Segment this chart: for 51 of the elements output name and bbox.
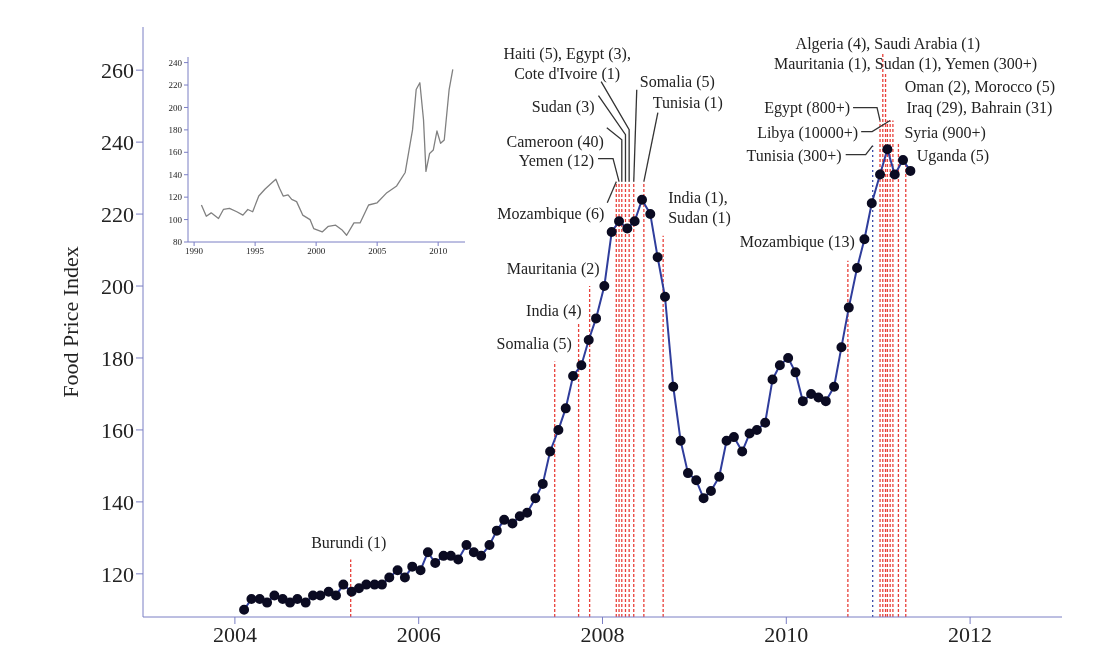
annotation: Mozambique (13) [739,232,855,251]
y-tick-label: 220 [168,80,183,91]
y-tick-label: 200 [101,273,134,299]
y-axis-title: Food Price Index [58,246,83,398]
x-tick-label: 2000 [307,246,326,257]
annotation: Yemen (12) [518,151,595,170]
y-tick-label: 100 [168,214,183,225]
annotation: Tunisia (1) [652,93,723,112]
annotation: Somalia (5) [639,72,715,91]
x-tick-label: 1995 [246,246,265,257]
x-tick-label: 2006 [396,621,441,647]
annotation: Mauritania (2) [506,259,600,278]
y-tick-label: 180 [101,345,134,371]
annotation: Haiti (5), Egypt (3), Cote d'Ivoire (1) [503,44,631,83]
y-tick-label: 160 [168,147,183,158]
y-tick-label: 120 [101,561,134,587]
y-tick-label: 220 [101,201,134,227]
annotation: Tunisia (300+) [746,146,842,165]
annotation: Iraq (29), Bahrain (31) [906,98,1053,117]
y-tick-label: 240 [168,57,183,68]
x-tick-label: 2010 [429,246,448,257]
y-tick-label: 160 [101,417,134,443]
y-tick-label: 80 [173,237,183,248]
x-tick-label: 2010 [764,621,809,647]
x-tick-label: 2005 [368,246,387,257]
annotation: Oman (2), Morocco (5) [904,77,1055,96]
line-series [200,68,454,236]
x-tick-label: 2008 [580,621,625,647]
y-tick-label: 140 [101,489,134,515]
y-tick-label: 200 [168,102,183,113]
annotation: India (4) [526,301,582,320]
y-tick-label: 260 [101,57,134,83]
annotation: Somalia (5) [496,334,572,353]
annotation: Algeria (4), Saudi Arabia (1) [795,34,980,53]
annotation: Sudan (3) [531,97,595,116]
y-tick-label: 180 [168,125,183,136]
annotation: Libya (10000+) [757,123,859,142]
annotation: India (1), Sudan (1) [668,188,731,227]
annotation: Uganda (5) [916,146,990,165]
x-tick-label: 1990 [185,246,204,257]
x-tick-label: 2004 [212,621,257,647]
y-tick-label: 240 [101,129,134,155]
y-tick-label: 140 [168,169,183,180]
x-tick-label: 2012 [948,621,993,647]
annotation: Mauritania (1), Sudan (1), Yemen (300+) [773,54,1038,73]
annotation: Cameroon (40) [506,132,604,151]
annotation: Egypt (800+) [764,98,851,117]
annotation: Syria (900+) [904,123,986,142]
annotation: Mozambique (6) [497,204,605,223]
y-tick-label: 120 [168,192,183,203]
annotation: Burundi (1) [311,533,387,552]
